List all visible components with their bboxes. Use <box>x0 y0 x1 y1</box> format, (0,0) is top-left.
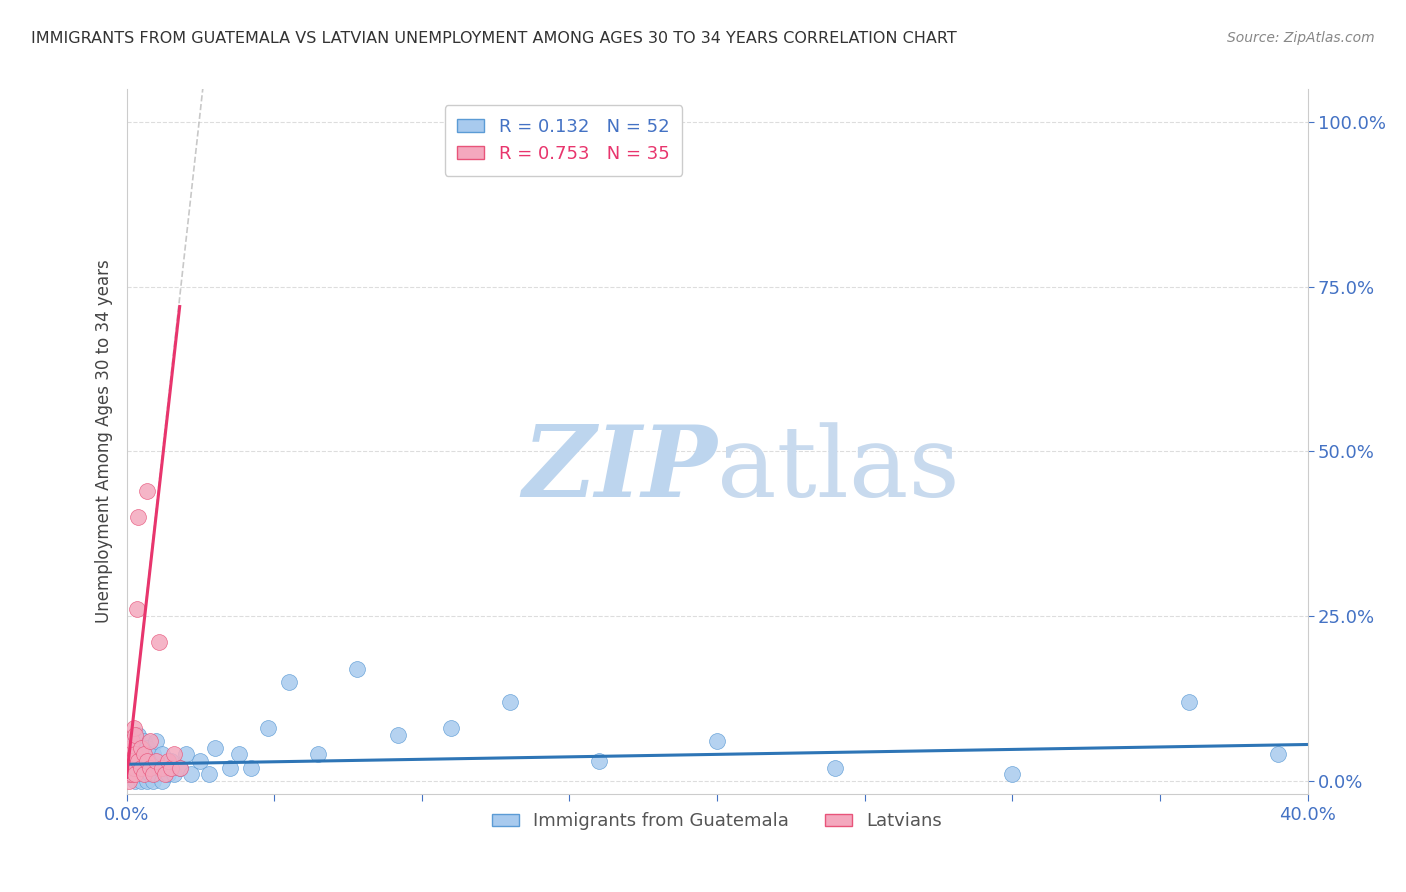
Point <box>169 760 191 774</box>
Point <box>169 760 191 774</box>
Point <box>124 728 146 742</box>
Point <box>136 483 159 498</box>
Point <box>150 760 173 774</box>
Point <box>121 767 143 781</box>
Point <box>121 754 143 768</box>
Point <box>122 721 145 735</box>
Point <box>163 747 186 762</box>
Point <box>121 734 143 748</box>
Point <box>124 767 146 781</box>
Point <box>120 740 142 755</box>
Legend: Immigrants from Guatemala, Latvians: Immigrants from Guatemala, Latvians <box>485 805 949 838</box>
Point <box>134 767 156 781</box>
Text: IMMIGRANTS FROM GUATEMALA VS LATVIAN UNEMPLOYMENT AMONG AGES 30 TO 34 YEARS CORR: IMMIGRANTS FROM GUATEMALA VS LATVIAN UNE… <box>31 31 956 46</box>
Point <box>136 773 159 788</box>
Point <box>188 754 212 768</box>
Point <box>122 760 145 774</box>
Point <box>117 760 139 774</box>
Point <box>129 760 153 774</box>
Point <box>239 760 262 774</box>
Point <box>148 760 170 774</box>
Point <box>148 635 170 649</box>
Point <box>118 754 141 768</box>
Point <box>499 695 522 709</box>
Point <box>139 760 162 774</box>
Point <box>142 767 165 781</box>
Point <box>136 740 159 755</box>
Point <box>706 734 728 748</box>
Point <box>387 728 409 742</box>
Point <box>117 747 139 762</box>
Point <box>145 767 167 781</box>
Point <box>198 767 221 781</box>
Point <box>129 773 153 788</box>
Text: Source: ZipAtlas.com: Source: ZipAtlas.com <box>1227 31 1375 45</box>
Point <box>150 747 173 762</box>
Point <box>118 773 141 788</box>
Text: ZIP: ZIP <box>522 422 717 518</box>
Point <box>142 773 165 788</box>
Point <box>145 754 167 768</box>
Point <box>134 747 156 762</box>
Point <box>136 754 159 768</box>
Point <box>588 754 610 768</box>
Point <box>440 721 463 735</box>
Point <box>142 747 165 762</box>
Point <box>124 747 146 762</box>
Point <box>125 602 148 616</box>
Point <box>1001 767 1024 781</box>
Point <box>153 760 176 774</box>
Point <box>127 728 149 742</box>
Point <box>150 773 173 788</box>
Point <box>134 747 156 762</box>
Point <box>1267 747 1289 762</box>
Point <box>121 767 143 781</box>
Point <box>124 773 146 788</box>
Point <box>139 754 162 768</box>
Point <box>127 767 149 781</box>
Point <box>136 760 159 774</box>
Point <box>160 754 183 768</box>
Text: atlas: atlas <box>717 422 960 517</box>
Point <box>346 662 368 676</box>
Point <box>1178 695 1201 709</box>
Point <box>120 760 142 774</box>
Point <box>127 754 149 768</box>
Point <box>129 760 153 774</box>
Point <box>257 721 280 735</box>
Point <box>121 734 143 748</box>
Point <box>124 760 146 774</box>
Point <box>118 747 141 762</box>
Point <box>139 767 162 781</box>
Point <box>129 740 153 755</box>
Point <box>153 767 176 781</box>
Point <box>204 740 226 755</box>
Point <box>127 510 149 524</box>
Point <box>145 734 167 748</box>
Point <box>174 747 197 762</box>
Point <box>160 760 183 774</box>
Point <box>124 740 146 755</box>
Point <box>156 767 179 781</box>
Point <box>134 734 156 748</box>
Point <box>127 754 149 768</box>
Point <box>278 674 301 689</box>
Point <box>219 760 242 774</box>
Point <box>118 767 141 781</box>
Y-axis label: Unemployment Among Ages 30 to 34 years: Unemployment Among Ages 30 to 34 years <box>94 260 112 624</box>
Point <box>134 767 156 781</box>
Point <box>228 747 250 762</box>
Point <box>163 767 186 781</box>
Point <box>156 754 179 768</box>
Point <box>139 734 162 748</box>
Point <box>308 747 330 762</box>
Point <box>180 767 202 781</box>
Point <box>824 760 846 774</box>
